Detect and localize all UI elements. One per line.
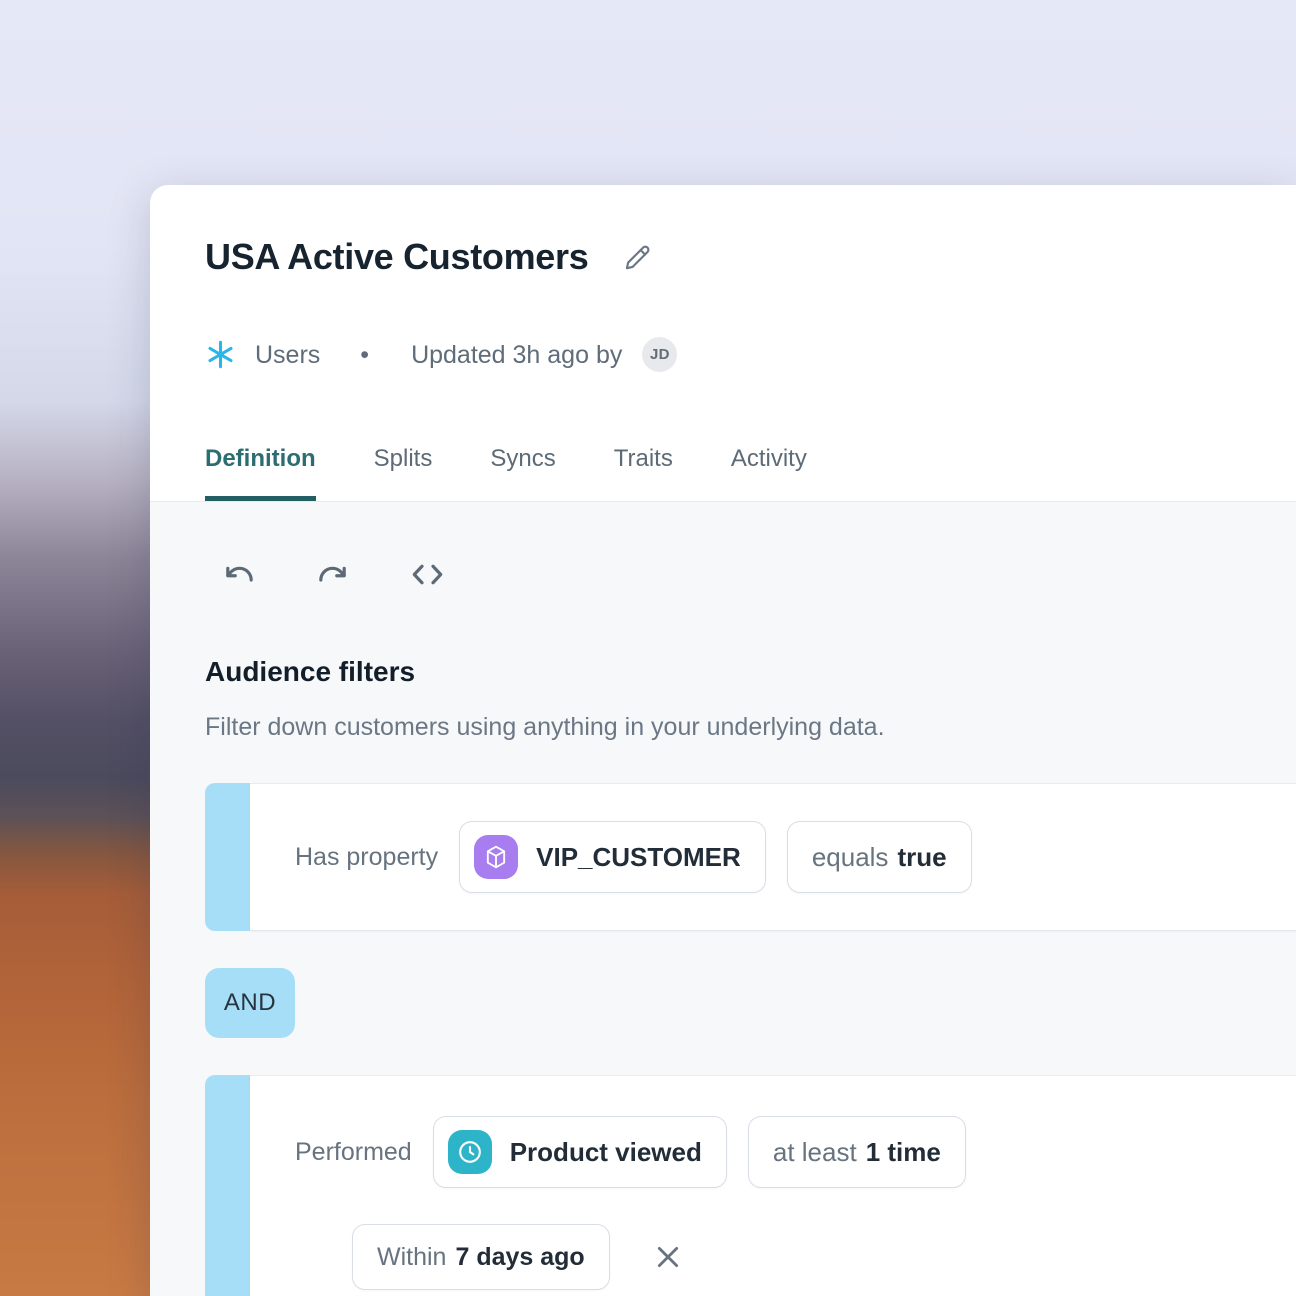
clock-icon (447, 1130, 492, 1174)
window-value: 7 days ago (455, 1242, 585, 1271)
property-chip[interactable]: VIP_CUSTOMER (459, 821, 766, 893)
tab-bar: Definition Splits Syncs Traits Activity (205, 444, 807, 501)
event-name: Product viewed (509, 1136, 702, 1167)
filter-accent-bar[interactable] (205, 783, 250, 931)
section-description: Filter down customers using anything in … (205, 713, 885, 741)
snowflake-icon (205, 339, 236, 370)
redo-button[interactable] (316, 558, 349, 591)
code-view-button[interactable] (409, 558, 446, 591)
time-window-chip[interactable]: Within 7 days ago (352, 1224, 610, 1290)
logic-operator-badge[interactable]: AND (205, 968, 295, 1038)
tab-syncs[interactable]: Syncs (490, 445, 556, 472)
filter-prefix-label: Performed (295, 1137, 412, 1166)
source-label: Users (255, 340, 321, 369)
edit-title-button[interactable] (624, 244, 651, 271)
filter-accent-bar[interactable] (205, 1075, 250, 1296)
tab-splits[interactable]: Splits (373, 445, 433, 472)
card-header: USA Active Customers Users • (150, 185, 1296, 502)
undo-button[interactable] (223, 558, 256, 591)
editor-toolbar (150, 502, 1296, 591)
updated-text: Updated 3h ago by (411, 340, 623, 369)
undo-icon (223, 558, 256, 591)
event-chip[interactable]: Product viewed (432, 1116, 727, 1188)
close-icon (652, 1241, 684, 1273)
tab-activity[interactable]: Activity (730, 445, 807, 472)
frequency-label: at least (772, 1136, 857, 1167)
operator-chip[interactable]: equals true (786, 821, 972, 893)
tab-definition[interactable]: Definition (205, 444, 316, 501)
code-icon (409, 558, 446, 591)
avatar[interactable]: JD (642, 337, 678, 372)
meta-row: Users • Updated 3h ago by JD (205, 337, 1296, 372)
operator-value: true (897, 841, 947, 872)
definition-panel: Audience filters Filter down customers u… (150, 502, 1296, 1296)
filter-row-event: Performed Product viewed at least 1 time (205, 1075, 1296, 1296)
section-heading: Audience filters (205, 656, 416, 687)
window-label: Within (377, 1242, 447, 1271)
pencil-icon (624, 244, 651, 271)
property-name: VIP_CUSTOMER (536, 841, 741, 872)
redo-icon (316, 558, 349, 591)
operator-label: equals (811, 841, 889, 872)
frequency-value: 1 time (865, 1136, 941, 1167)
audience-detail-card: USA Active Customers Users • (150, 185, 1296, 1296)
frequency-chip[interactable]: at least 1 time (747, 1116, 966, 1188)
dot-separator: • (360, 340, 370, 369)
page-title: USA Active Customers (205, 236, 589, 277)
cube-icon (474, 835, 519, 879)
filter-prefix-label: Has property (295, 842, 439, 871)
remove-condition-button[interactable] (652, 1241, 684, 1273)
tab-traits[interactable]: Traits (613, 445, 673, 472)
filter-row-property: Has property VIP_CUSTOMER equals true (205, 783, 1296, 931)
